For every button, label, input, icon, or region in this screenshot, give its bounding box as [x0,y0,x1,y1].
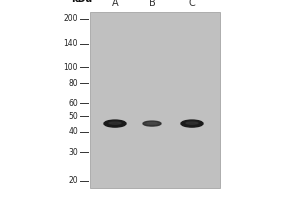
Bar [90,12,220,188]
Ellipse shape [147,122,157,124]
Ellipse shape [109,122,121,124]
Text: C: C [189,0,195,8]
Text: 140: 140 [64,39,78,48]
Text: 40: 40 [68,127,78,136]
Text: 80: 80 [68,79,78,88]
Text: 60: 60 [68,99,78,108]
Ellipse shape [104,120,126,127]
Ellipse shape [186,122,198,124]
Ellipse shape [181,120,203,127]
Ellipse shape [143,121,161,126]
Text: 200: 200 [64,14,78,23]
Text: 50: 50 [68,112,78,121]
Text: kDa: kDa [71,0,93,4]
Text: 100: 100 [64,63,78,72]
Text: A: A [112,0,118,8]
Text: 30: 30 [68,148,78,157]
Text: 20: 20 [68,176,78,185]
Text: B: B [148,0,155,8]
